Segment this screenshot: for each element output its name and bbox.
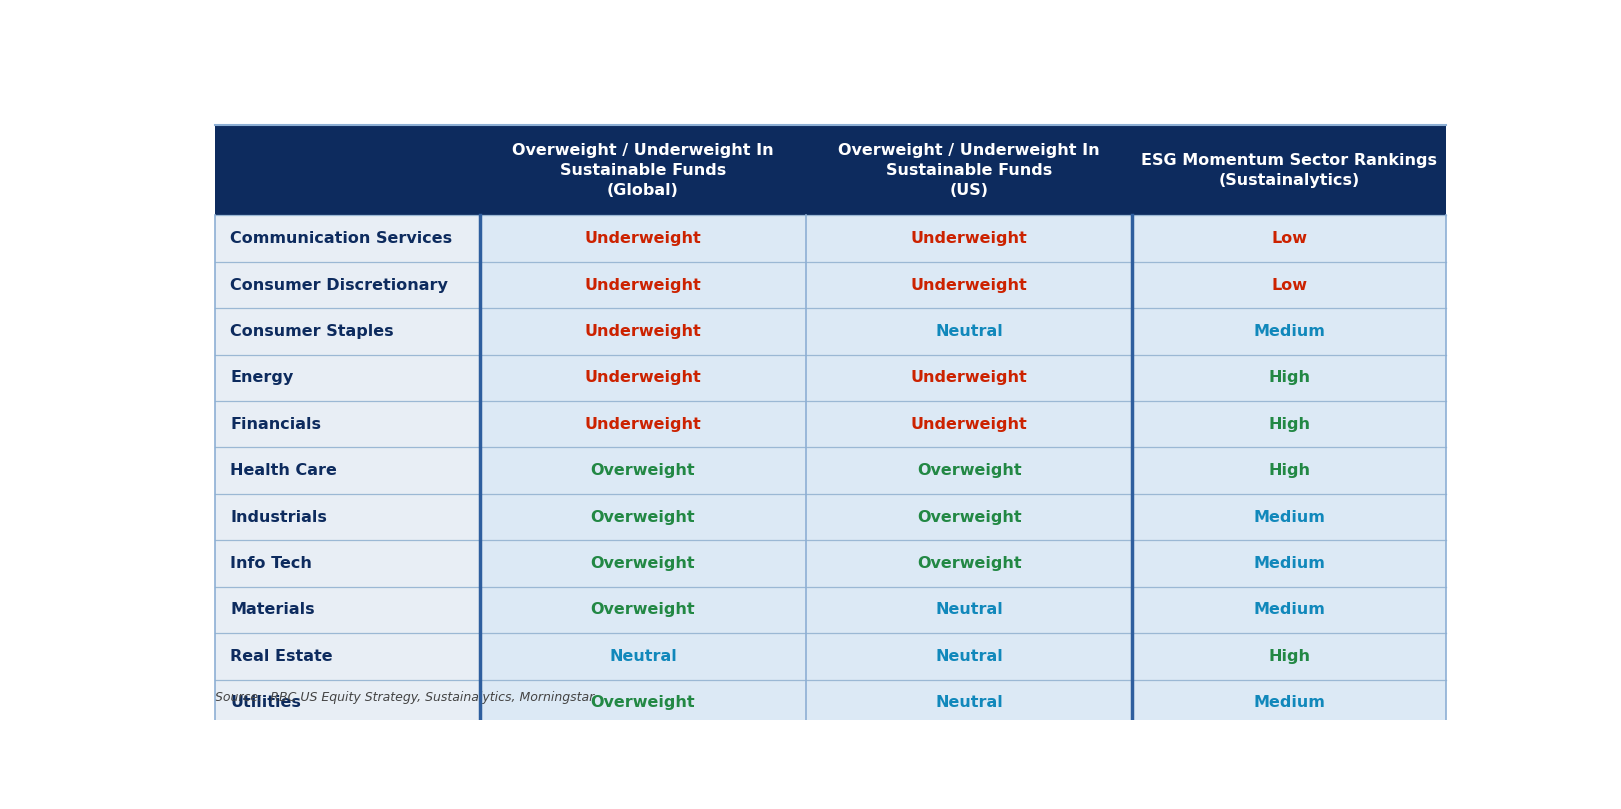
Text: High: High	[1268, 464, 1310, 478]
Bar	[216, 633, 480, 680]
Text: Financials: Financials	[230, 417, 321, 432]
Text: High: High	[1268, 417, 1310, 432]
Text: Medium: Medium	[1253, 510, 1326, 524]
Text: Neutral: Neutral	[935, 649, 1003, 664]
Bar	[480, 587, 1446, 633]
Bar	[480, 262, 1446, 308]
Text: Communication Services: Communication Services	[230, 231, 452, 246]
Text: Neutral: Neutral	[935, 324, 1003, 339]
Text: Overweight / Underweight In
Sustainable Funds
(Global): Overweight / Underweight In Sustainable …	[512, 143, 773, 197]
Text: Source:  RBC US Equity Strategy, Sustainalytics, Morningstar: Source: RBC US Equity Strategy, Sustaina…	[216, 692, 595, 705]
Bar	[480, 540, 1446, 587]
Text: Info Tech: Info Tech	[230, 556, 313, 571]
Text: Consumer Discretionary: Consumer Discretionary	[230, 277, 447, 293]
Bar	[216, 308, 480, 354]
Text: Overweight: Overweight	[917, 510, 1021, 524]
Text: Underweight: Underweight	[585, 417, 702, 432]
Text: Industrials: Industrials	[230, 510, 327, 524]
Text: Underweight: Underweight	[585, 277, 702, 293]
Text: ESG Momentum Sector Rankings
(Sustainalytics): ESG Momentum Sector Rankings (Sustainaly…	[1141, 153, 1438, 188]
Text: Underweight: Underweight	[911, 277, 1028, 293]
Text: Overweight: Overweight	[590, 603, 695, 617]
Text: Overweight: Overweight	[590, 695, 695, 710]
Text: Medium: Medium	[1253, 556, 1326, 571]
Text: Materials: Materials	[230, 603, 314, 617]
Text: High: High	[1268, 371, 1310, 385]
Text: Neutral: Neutral	[609, 649, 678, 664]
Text: Overweight / Underweight In
Sustainable Funds
(US): Overweight / Underweight In Sustainable …	[838, 143, 1101, 197]
Bar	[216, 540, 480, 587]
Bar	[216, 401, 480, 447]
Text: Health Care: Health Care	[230, 464, 337, 478]
Text: Overweight: Overweight	[590, 556, 695, 571]
Text: Underweight: Underweight	[585, 324, 702, 339]
Text: High: High	[1268, 649, 1310, 664]
Bar	[216, 262, 480, 308]
Bar	[216, 587, 480, 633]
Text: Overweight: Overweight	[590, 510, 695, 524]
Bar	[216, 125, 1446, 215]
Bar	[480, 308, 1446, 354]
Text: Low: Low	[1271, 231, 1308, 246]
Text: Consumer Staples: Consumer Staples	[230, 324, 394, 339]
Bar	[480, 493, 1446, 540]
Bar	[480, 401, 1446, 447]
Bar	[216, 680, 480, 726]
Bar	[480, 215, 1446, 262]
Text: Real Estate: Real Estate	[230, 649, 332, 664]
Text: Medium: Medium	[1253, 324, 1326, 339]
Text: Underweight: Underweight	[911, 417, 1028, 432]
Text: Neutral: Neutral	[935, 603, 1003, 617]
Text: Medium: Medium	[1253, 603, 1326, 617]
Bar	[480, 354, 1446, 401]
Text: Utilities: Utilities	[230, 695, 302, 710]
Text: Medium: Medium	[1253, 695, 1326, 710]
Text: Overweight: Overweight	[917, 464, 1021, 478]
Bar	[480, 680, 1446, 726]
Text: Underweight: Underweight	[911, 231, 1028, 246]
Bar	[216, 215, 480, 262]
Text: Low: Low	[1271, 277, 1308, 293]
Bar	[216, 354, 480, 401]
Text: Underweight: Underweight	[585, 231, 702, 246]
Bar	[480, 633, 1446, 680]
Bar	[216, 447, 480, 493]
Bar	[216, 493, 480, 540]
Text: Neutral: Neutral	[935, 695, 1003, 710]
Text: Underweight: Underweight	[911, 371, 1028, 385]
Text: Underweight: Underweight	[585, 371, 702, 385]
Text: Overweight: Overweight	[917, 556, 1021, 571]
Text: Energy: Energy	[230, 371, 293, 385]
Bar	[480, 447, 1446, 493]
Text: Overweight: Overweight	[590, 464, 695, 478]
